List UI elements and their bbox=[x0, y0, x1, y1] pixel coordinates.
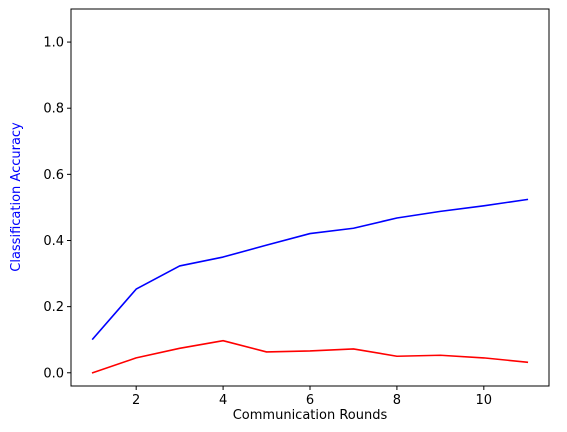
x-tick-label: 2 bbox=[132, 393, 140, 408]
y-tick-label: 0.4 bbox=[43, 234, 64, 249]
plot-frame bbox=[70, 8, 550, 387]
y-axis-label: Classification Accuracy bbox=[9, 122, 24, 272]
y-tick-label: 0.8 bbox=[43, 102, 64, 117]
x-axis-label: Communication Rounds bbox=[233, 408, 388, 423]
x-tick-label: 6 bbox=[306, 393, 314, 408]
x-tick-label: 10 bbox=[476, 393, 493, 408]
series-layer bbox=[91, 198, 529, 374]
x-tick-label: 4 bbox=[219, 393, 227, 408]
y-tick-label: 1.0 bbox=[43, 36, 64, 51]
y-tick-label: 0.0 bbox=[43, 366, 64, 381]
y-tick-label: 0.2 bbox=[43, 300, 64, 315]
y-axis: 0.0 0.2 0.4 0.6 0.8 1.0 bbox=[43, 36, 71, 381]
x-tick-label: 8 bbox=[393, 393, 401, 408]
series-line-0 bbox=[91, 198, 529, 341]
y-tick-label: 0.6 bbox=[43, 168, 64, 183]
x-axis: 2 4 6 8 10 bbox=[132, 386, 492, 408]
series-line-1 bbox=[91, 339, 529, 374]
